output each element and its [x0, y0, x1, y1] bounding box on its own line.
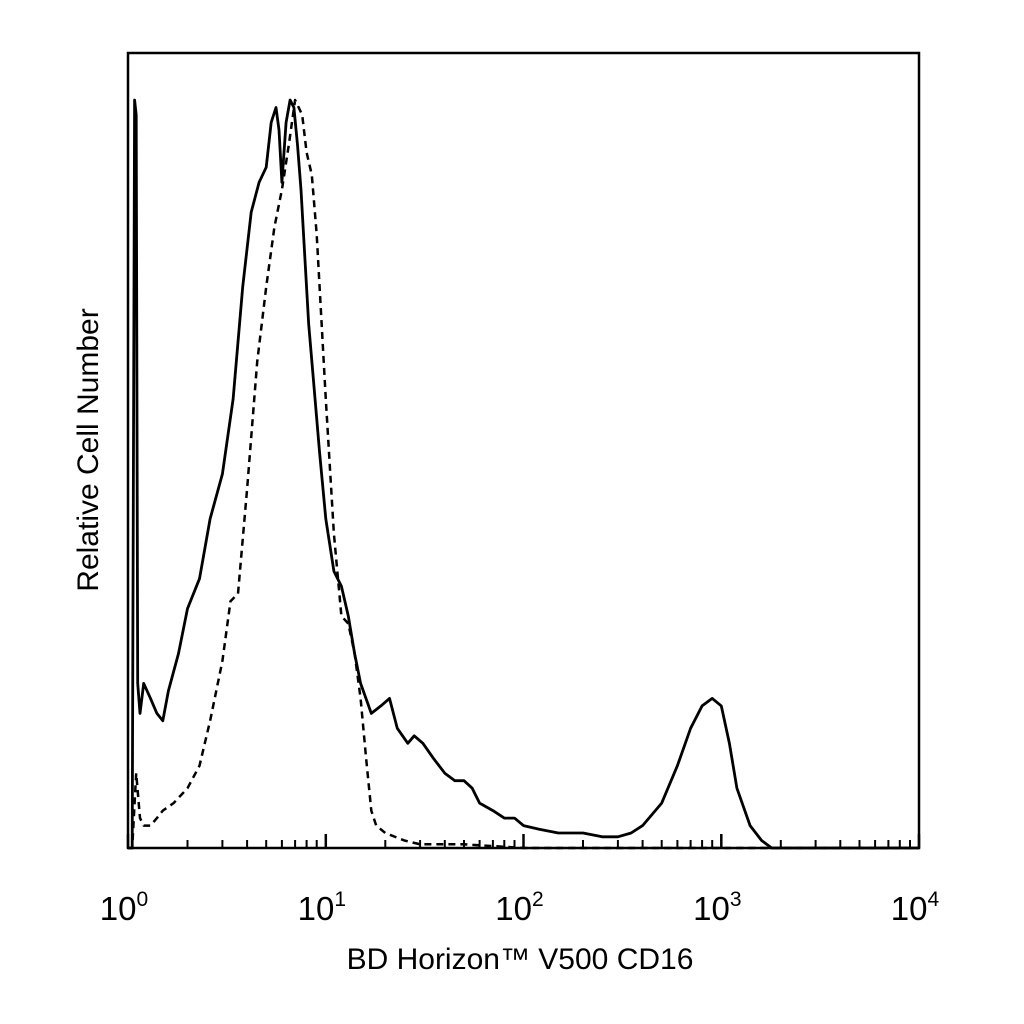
x-tick-label-exponent: 1 — [334, 888, 346, 911]
x-tick-label: 103 — [693, 888, 741, 927]
x-tick-label: 100 — [100, 888, 148, 927]
x-tick-label-base: 10 — [100, 890, 137, 927]
plot-frame — [126, 51, 921, 850]
x-tick-label-base: 10 — [495, 890, 532, 927]
series-line-solid — [128, 98, 919, 850]
x-tick-label-exponent: 0 — [137, 888, 149, 911]
x-tick-label-exponent: 2 — [532, 888, 544, 911]
x-tick-label-base: 10 — [891, 890, 928, 927]
x-tick-label-exponent: 4 — [928, 888, 940, 911]
series-layer — [128, 98, 919, 850]
x-tick-label: 102 — [495, 888, 543, 927]
x-tick-marks — [126, 834, 921, 848]
x-tick-labels: 100 101 102 103 104 — [100, 888, 940, 927]
x-tick-label-base: 10 — [298, 890, 335, 927]
x-tick-label: 104 — [891, 888, 940, 927]
x-axis-title: BD Horizon™ V500 CD16 — [347, 943, 694, 976]
x-tick-label: 101 — [298, 888, 346, 927]
x-tick-label-base: 10 — [693, 890, 730, 927]
x-tick-label-exponent: 3 — [730, 888, 742, 911]
series-line-dashed — [128, 98, 919, 850]
y-axis-title: Relative Cell Number — [72, 308, 105, 591]
